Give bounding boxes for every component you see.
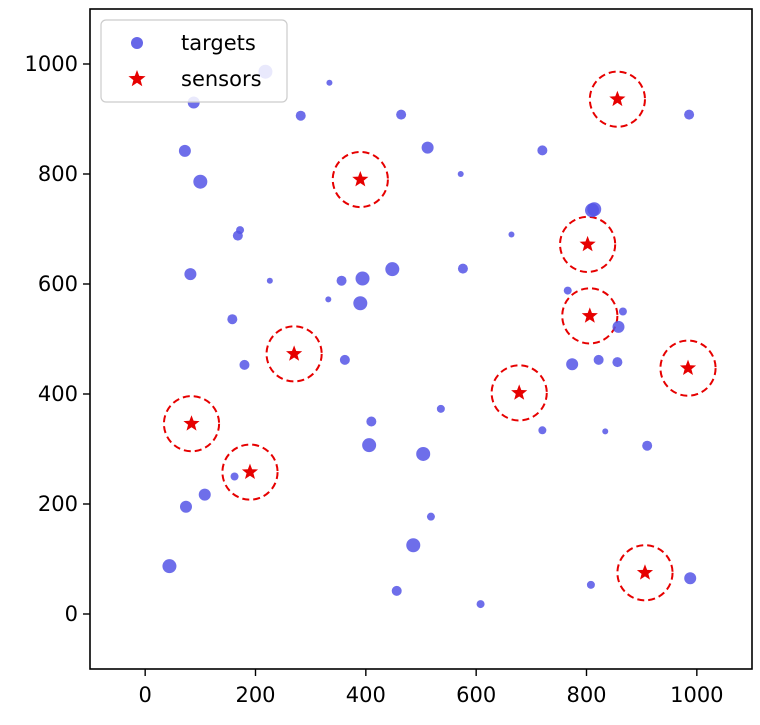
- target-point: [366, 416, 377, 427]
- sensor-star: [579, 235, 596, 252]
- target-point: [586, 580, 595, 589]
- sensor-star: [352, 171, 369, 187]
- y-tick-label: 600: [38, 272, 78, 296]
- target-point: [266, 277, 273, 284]
- x-tick-label: 0: [138, 683, 151, 707]
- target-point: [198, 488, 211, 501]
- legend-targets-label: targets: [181, 31, 256, 55]
- target-point: [396, 109, 407, 120]
- target-point: [684, 109, 695, 120]
- target-point: [457, 263, 468, 274]
- target-point: [476, 600, 485, 609]
- target-point: [295, 110, 306, 121]
- y-tick-label: 200: [38, 492, 78, 516]
- axis-ticks: 0 200 400 600 800 1000 0 200 400 600 800 1000: [25, 52, 724, 707]
- legend-sensors-marker: [128, 70, 146, 87]
- target-point: [457, 171, 464, 177]
- sensor-star: [511, 384, 528, 400]
- sensing-range-circle: [561, 287, 619, 345]
- target-point: [239, 359, 250, 370]
- x-tick-label: 1000: [670, 683, 723, 707]
- target-point: [436, 404, 445, 413]
- y-tick-label: 1000: [25, 52, 78, 76]
- sensor-star: [679, 359, 697, 376]
- target-point: [339, 354, 350, 365]
- sensing-range-circle: [162, 395, 221, 453]
- target-point: [178, 144, 191, 157]
- sensor-star: [609, 90, 626, 107]
- target-point: [227, 314, 238, 325]
- target-point: [563, 286, 572, 295]
- target-point: [642, 440, 653, 451]
- target-point: [426, 512, 435, 521]
- target-point: [406, 538, 421, 553]
- target-point: [336, 275, 347, 286]
- y-tick-label: 800: [38, 162, 78, 186]
- target-point: [362, 438, 377, 453]
- sensing-range-circle: [490, 364, 548, 422]
- target-point: [326, 79, 333, 86]
- target-point: [230, 472, 239, 481]
- y-tick-label: 400: [38, 382, 78, 406]
- target-point: [593, 354, 604, 365]
- sensing-range-circle: [616, 544, 674, 602]
- target-point: [325, 296, 332, 303]
- plot-frame: [89, 8, 753, 670]
- targets-series: [162, 64, 697, 609]
- x-tick-label: 400: [346, 683, 386, 707]
- sensing-range-circle: [588, 70, 646, 128]
- target-point: [184, 268, 197, 281]
- target-point: [537, 145, 548, 156]
- sensor-star: [286, 345, 303, 361]
- x-tick-label: 200: [235, 683, 275, 707]
- target-point: [179, 500, 192, 513]
- target-point: [193, 174, 208, 189]
- target-point: [618, 307, 627, 316]
- sensor-star: [183, 415, 200, 431]
- target-point: [421, 141, 434, 154]
- target-point: [391, 585, 402, 596]
- target-point: [385, 262, 400, 277]
- sensing-ranges: [162, 70, 717, 602]
- legend-targets-marker: [131, 37, 143, 49]
- sensor-star: [636, 564, 654, 580]
- target-point: [508, 231, 515, 238]
- sensing-range-circle: [265, 325, 323, 383]
- x-tick-label: 800: [566, 683, 606, 707]
- target-point: [353, 296, 368, 311]
- sensing-range-circle: [221, 443, 279, 501]
- x-tick-label: 600: [456, 683, 496, 707]
- target-point: [355, 271, 370, 286]
- target-point: [566, 358, 579, 371]
- sensing-range-circle: [331, 150, 389, 209]
- target-point: [612, 320, 625, 333]
- legend-box: [100, 19, 288, 103]
- target-point: [684, 572, 697, 585]
- target-point: [416, 446, 431, 461]
- target-point: [612, 357, 623, 368]
- target-point: [602, 428, 609, 435]
- y-tick-label: 0: [65, 602, 78, 626]
- legend: targets sensors: [100, 19, 288, 103]
- target-point: [585, 203, 600, 218]
- sensor-star: [241, 463, 259, 479]
- sensor-star: [581, 307, 598, 323]
- target-point: [162, 559, 177, 574]
- sensors-series: [183, 90, 697, 580]
- sensing-range-circle: [559, 215, 617, 273]
- target-point: [236, 226, 245, 235]
- legend-sensors-label: sensors: [181, 67, 262, 91]
- target-point: [538, 426, 547, 435]
